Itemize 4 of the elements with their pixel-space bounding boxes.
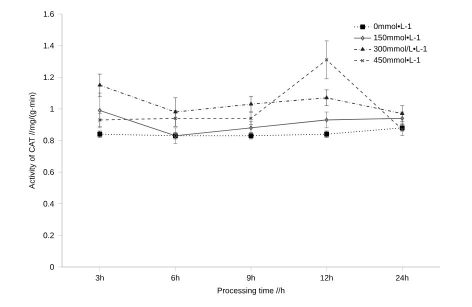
point bbox=[98, 82, 102, 87]
point bbox=[248, 102, 254, 106]
point bbox=[324, 95, 329, 100]
point bbox=[400, 111, 404, 116]
